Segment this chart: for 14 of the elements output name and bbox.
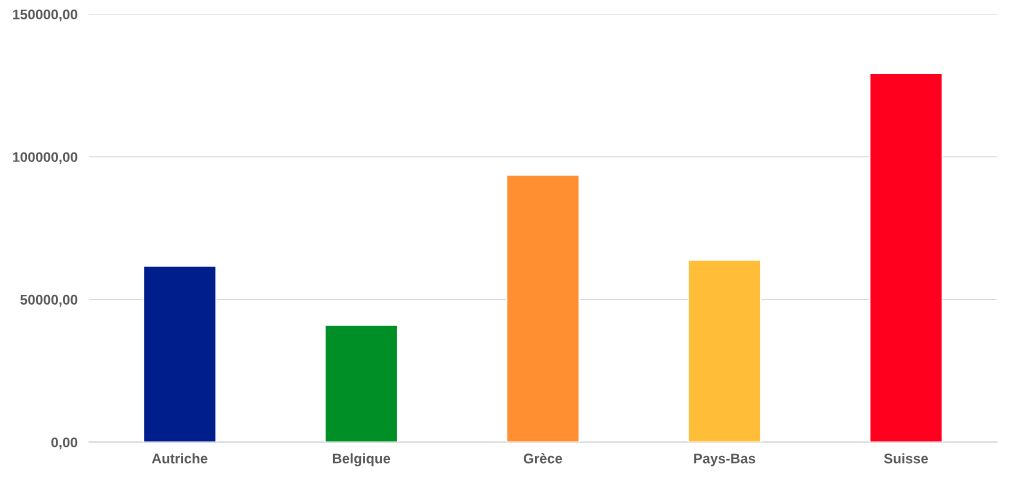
x-tick-label: Pays-Bas (694, 453, 756, 467)
y-tick-label: 150000,00 (13, 9, 78, 22)
bar (687, 259, 762, 443)
y-tick-label: 50000,00 (20, 294, 78, 307)
bar (324, 324, 399, 443)
x-tick-label: Grèce (523, 453, 563, 464)
y-tick-label: 100000,00 (13, 152, 78, 164)
x-tick-label: Suisse (884, 453, 928, 464)
bar (869, 72, 944, 443)
bar (505, 174, 580, 443)
bar (142, 265, 217, 443)
y-tick-label: 0,00 (51, 437, 78, 450)
x-tick-label: Autriche (151, 453, 208, 464)
x-tick-label: Belgique (332, 453, 391, 467)
